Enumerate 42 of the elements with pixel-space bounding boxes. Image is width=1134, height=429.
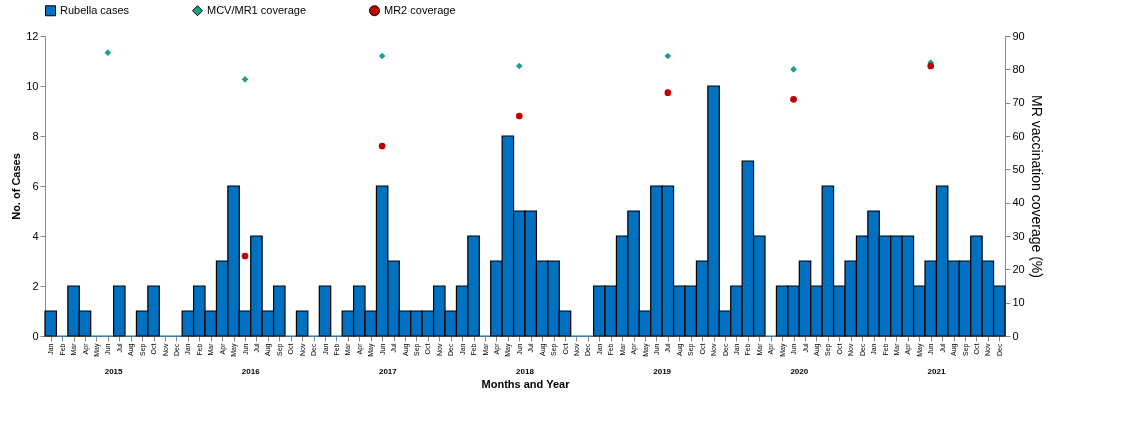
text: 2019 — [653, 367, 672, 376]
text: 2021 — [927, 367, 946, 376]
y2-tick-label: 40 — [1012, 196, 1025, 209]
point — [664, 89, 672, 97]
y2-tick-label: 30 — [1012, 229, 1025, 242]
text: 2020 — [790, 367, 809, 376]
text: 2017 — [378, 367, 398, 376]
y2-tick-label: 70 — [1012, 96, 1025, 109]
point — [515, 112, 523, 120]
point — [378, 142, 386, 150]
legend-label: MCV/MR1 coverage — [207, 3, 307, 16]
point — [927, 62, 935, 70]
text: 2015 — [104, 367, 124, 376]
y2-tick-label: 60 — [1012, 129, 1025, 142]
point — [104, 49, 112, 57]
y2-tick-label: 80 — [1012, 62, 1025, 75]
x-axis-title: Months and Year — [481, 377, 571, 390]
y2-tick-label: 10 — [1012, 296, 1025, 309]
y-tick-label: 2 — [32, 279, 39, 292]
y-tick-label: 6 — [32, 179, 39, 192]
y-tick-label: 8 — [32, 129, 39, 142]
y-tick-label: 4 — [32, 229, 39, 242]
text: 2018 — [516, 367, 535, 376]
y2-tick-label: 90 — [1012, 29, 1025, 42]
point — [790, 95, 797, 103]
point — [241, 75, 249, 83]
y-axis-title: No. of Cases — [10, 153, 23, 220]
y-tick-label: 12 — [26, 29, 39, 42]
y2-tick-label: 20 — [1012, 262, 1025, 275]
point — [664, 52, 672, 60]
point — [515, 62, 523, 70]
y-tick-label: 10 — [26, 79, 39, 92]
point — [378, 52, 386, 60]
point — [241, 252, 249, 260]
legend-label: Rubella cases — [60, 3, 130, 16]
point — [790, 65, 797, 73]
legend-label: MR2 coverage — [384, 3, 456, 16]
y2-axis-title: MR vaccination coverage (%) — [1028, 95, 1045, 278]
y2-tick-label: 50 — [1012, 162, 1025, 175]
y-tick-label: 0 — [32, 329, 39, 342]
text: 2016 — [241, 367, 261, 376]
y2-tick-label: 0 — [1012, 329, 1019, 342]
